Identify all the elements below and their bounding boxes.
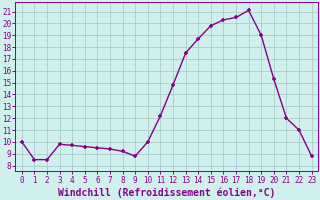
X-axis label: Windchill (Refroidissement éolien,°C): Windchill (Refroidissement éolien,°C) bbox=[58, 187, 276, 198]
